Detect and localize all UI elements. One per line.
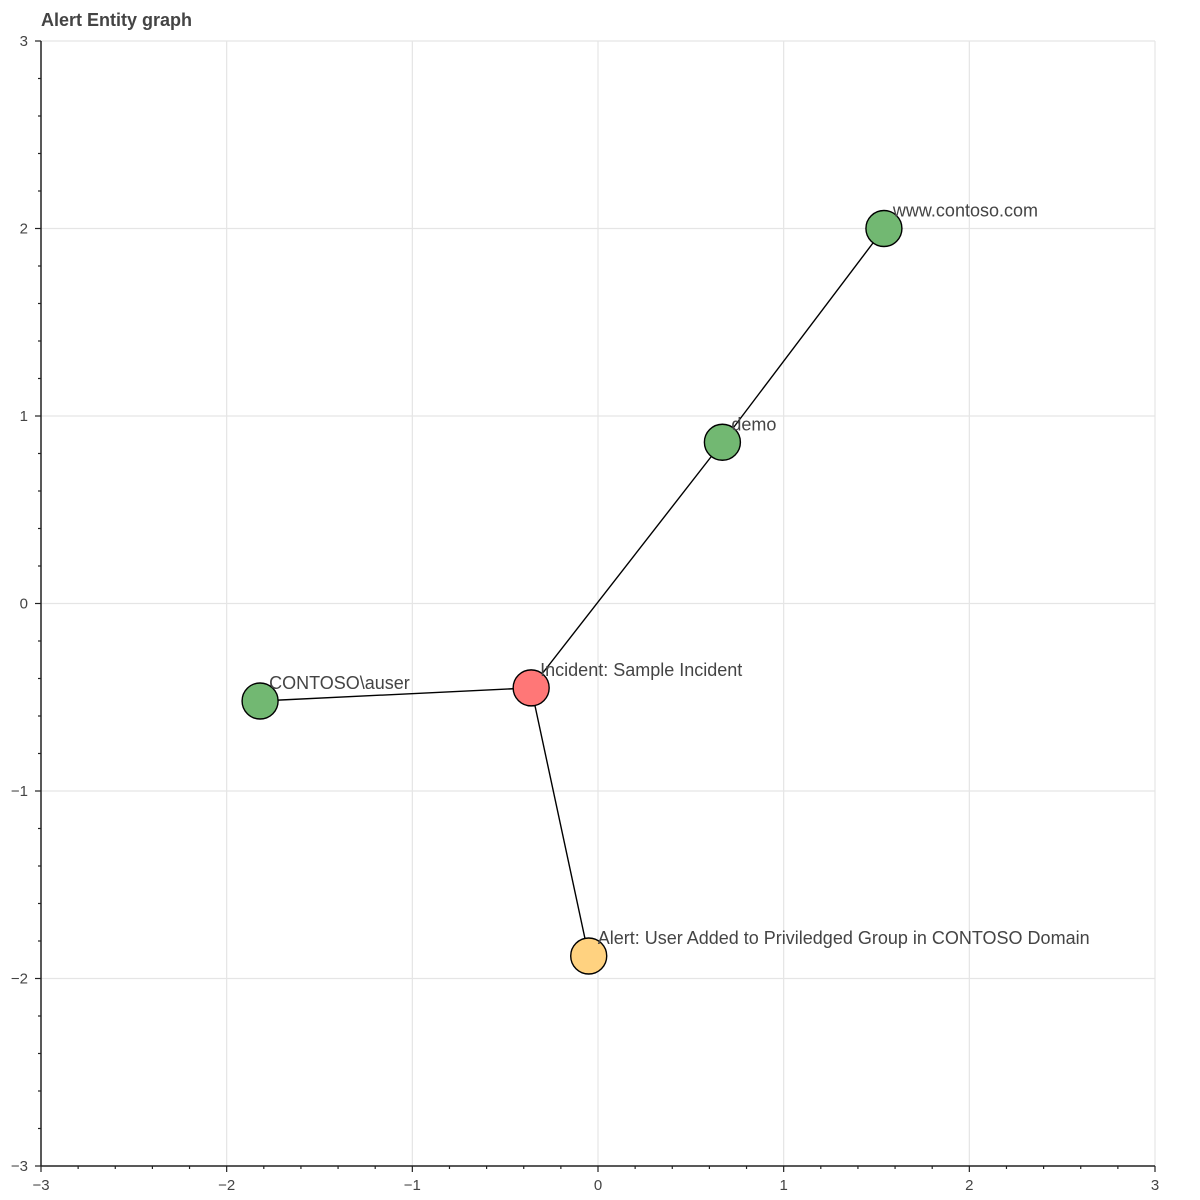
x-tick-label: 3 [1151, 1177, 1159, 1194]
node-auser[interactable] [241, 682, 279, 720]
x-tick-label: −3 [32, 1177, 49, 1194]
y-tick-label: −3 [11, 1158, 28, 1175]
node-label-demo: demo [731, 414, 776, 434]
node-contoso[interactable] [865, 209, 903, 248]
y-tick-label: 0 [20, 596, 28, 613]
edge-incident-alert [530, 687, 590, 957]
edge-incident-auser [260, 687, 532, 702]
node-label-alert: Alert: User Added to Priviledged Group i… [598, 928, 1090, 948]
x-tick-label: 2 [965, 1177, 973, 1194]
edge-demo-contoso [721, 228, 885, 443]
node-incident[interactable] [512, 669, 550, 707]
graph-nodes[interactable] [241, 209, 903, 975]
node-label-contoso: www.contoso.com [892, 201, 1038, 221]
node-labels: Incident: Sample Incident Alert: User Add… [269, 201, 1090, 949]
edge-incident-demo [530, 441, 723, 689]
x-tick-label: −1 [404, 1177, 421, 1194]
x-tick-label: 0 [594, 1177, 602, 1194]
y-tick-label: 2 [20, 221, 28, 238]
y-tick-label: 3 [20, 33, 28, 50]
node-demo[interactable] [703, 423, 742, 461]
node-alert[interactable] [570, 937, 608, 975]
y-tick-label: −1 [11, 783, 28, 800]
node-label-auser: CONTOSO\auser [269, 673, 410, 693]
x-tick-label: 1 [779, 1177, 787, 1194]
y-tick-label: 1 [20, 408, 28, 425]
chart-title: Alert Entity graph [41, 10, 193, 30]
axes: −3 −2 −1 0 1 2 3 −3 −2 −1 0 1 2 3 [11, 33, 1159, 1194]
grid-lines [41, 40, 1156, 1166]
node-label-incident: Incident: Sample Incident [540, 660, 742, 680]
x-tick-label: −2 [218, 1177, 235, 1194]
graph-edges [260, 228, 885, 957]
y-tick-label: −2 [11, 971, 28, 988]
